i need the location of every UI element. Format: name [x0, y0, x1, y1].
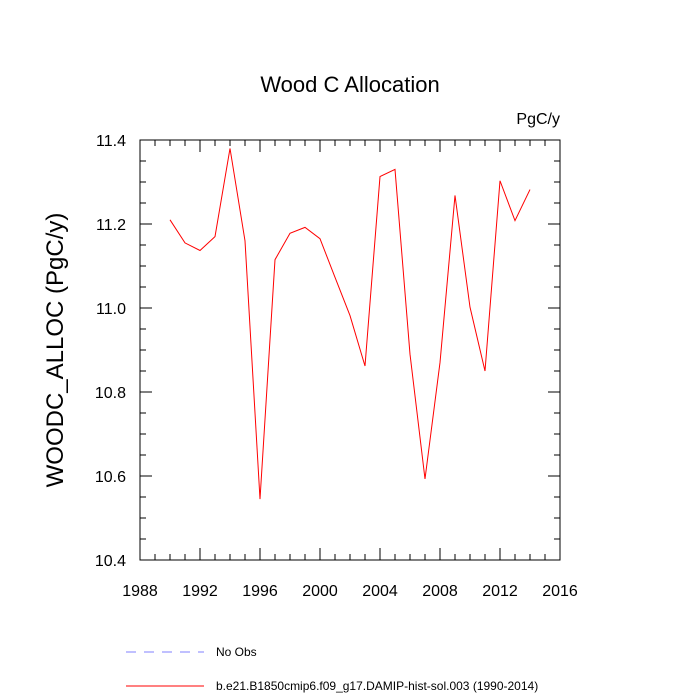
legend-label: b.e21.B1850cmip6.f09_g17.DAMIP-hist-sol.…	[216, 679, 538, 693]
y-tick-label: 10.6	[95, 469, 126, 486]
x-tick-label: 2008	[422, 583, 458, 600]
units-label: PgC/y	[516, 111, 560, 128]
y-tick-label: 10.4	[95, 553, 126, 570]
x-tick-label: 2000	[302, 583, 338, 600]
legend-label: No Obs	[216, 645, 257, 659]
axis-ticks	[139, 139, 561, 561]
y-axis-label: WOODC_ALLOC (PgC/y)	[42, 213, 69, 488]
x-tick-label: 1996	[242, 583, 278, 600]
series-line-1	[169, 148, 531, 500]
plot-series	[169, 148, 531, 500]
y-tick-labels: 10.4 10.6 10.8 11.0 11.2 11.4	[95, 133, 126, 570]
plot-frame	[139, 139, 561, 561]
legend: No Obs b.e21.B1850cmip6.f09_g17.DAMIP-his…	[126, 645, 538, 693]
x-tick-label: 2012	[482, 583, 518, 600]
y-tick-label: 10.8	[95, 385, 126, 402]
x-tick-label: 2016	[542, 583, 578, 600]
x-tick-labels: 1988 1992 1996 2000 2004 2008 2012 2016	[122, 583, 578, 600]
y-tick-label: 11.2	[96, 217, 126, 234]
x-tick-label: 1992	[182, 583, 218, 600]
x-tick-label: 1988	[122, 583, 158, 600]
x-tick-label: 2004	[362, 583, 398, 600]
y-tick-label: 11.4	[96, 133, 126, 150]
y-tick-label: 11.0	[96, 301, 126, 318]
chart-title: Wood C Allocation	[260, 72, 439, 97]
